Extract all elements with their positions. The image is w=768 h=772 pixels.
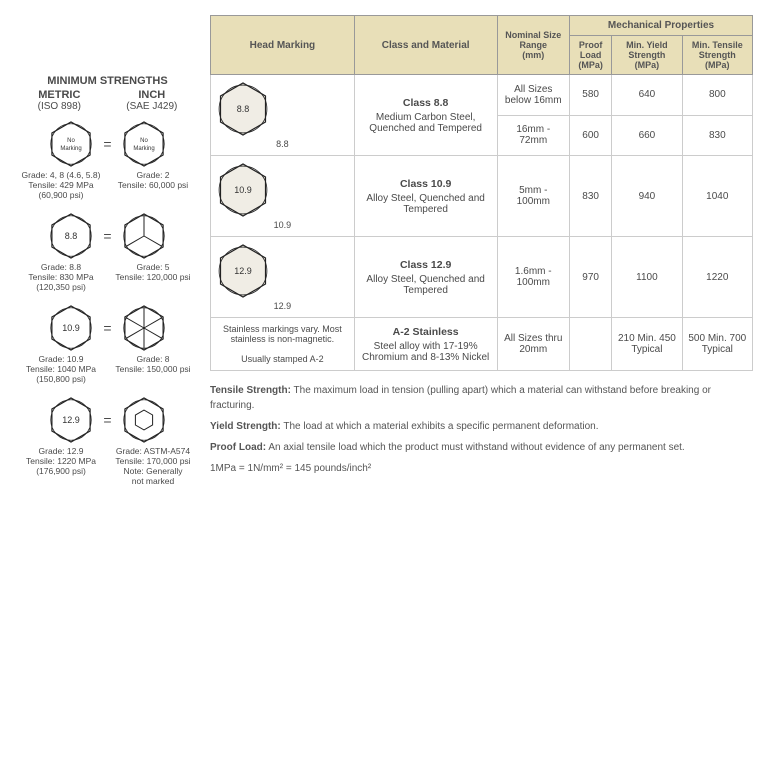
definitions: Tensile Strength: The maximum load in te… [210, 383, 753, 476]
proof-cell: 580 [570, 75, 612, 116]
material-cell: Class 10.9Alloy Steel, Quenched and Temp… [354, 156, 497, 237]
hex-icon [120, 304, 168, 352]
left-comparison-panel: MINIMUM STRENGTHS METRIC(ISO 898) INCH(S… [15, 15, 200, 498]
inch-label: Grade: 5Tensile: 120,000 psi [107, 262, 199, 292]
tensile-cell: 1040 [682, 156, 752, 237]
comparison-row: 12.9 = [15, 396, 200, 444]
svg-text:No: No [68, 138, 76, 144]
def-conversion: 1MPa = 1N/mm² = 145 pounds/inch² [210, 461, 753, 476]
comparison-row: 10.9 = [15, 304, 200, 352]
left-title: MINIMUM STRENGTHS [15, 75, 200, 87]
inch-label: Grade: ASTM-A574Tensile: 170,000 psiNote… [107, 446, 199, 486]
def-proof-label: Proof Load: [210, 442, 266, 453]
th-yield: Min. Yield Strength(MPa) [612, 36, 682, 75]
mark-cell: 8.88.8 [211, 75, 355, 156]
yield-cell: 640 [612, 75, 682, 116]
svg-text:8.8: 8.8 [237, 104, 250, 114]
def-tensile-label: Tensile Strength: [210, 385, 291, 396]
yield-cell: 1100 [612, 237, 682, 318]
strength-table: Head Marking Class and Material Nominal … [210, 15, 753, 371]
left-header: METRIC(ISO 898) INCH(SAE J429) [15, 89, 200, 112]
table-row: 8.88.8Class 8.8Medium Carbon Steel, Quen… [211, 75, 753, 116]
svg-text:No: No [140, 138, 148, 144]
size-cell: 5mm - 100mm [497, 156, 570, 237]
material-cell: A-2 StainlessSteel alloy with 17-19% Chr… [354, 318, 497, 371]
yield-cell: 210 Min. 450 Typical [612, 318, 682, 371]
svg-text:Marking: Marking [61, 146, 82, 152]
tensile-cell: 500 Min. 700 Typical [682, 318, 752, 371]
mark-cell: Stainless markings vary. Most stainless … [211, 318, 355, 371]
size-cell: All Sizes thru 20mm [497, 318, 570, 371]
right-panel: Head Marking Class and Material Nominal … [210, 15, 753, 498]
svg-text:10.9: 10.9 [234, 185, 252, 195]
metric-header: METRIC [38, 89, 80, 101]
tensile-cell: 1220 [682, 237, 752, 318]
def-yield-label: Yield Strength: [210, 421, 281, 432]
table-row: Stainless markings vary. Most stainless … [211, 318, 753, 371]
material-cell: Class 8.8Medium Carbon Steel, Quenched a… [354, 75, 497, 156]
equals-icon: = [103, 228, 111, 244]
size-cell: All Sizes below 16mm [497, 75, 570, 116]
svg-text:12.9: 12.9 [63, 415, 81, 425]
equals-icon: = [103, 412, 111, 428]
size-cell: 16mm - 72mm [497, 115, 570, 156]
metric-label: Grade: 4, 8 (4.6, 5.8)Tensile: 429 MPa(6… [15, 170, 107, 200]
th-mech: Mechanical Properties [570, 16, 753, 36]
metric-label: Grade: 10.9Tensile: 1040 MPa(150,800 psi… [15, 354, 107, 384]
th-head-marking: Head Marking [211, 16, 355, 75]
proof-cell: 970 [570, 237, 612, 318]
mark-cell: 12.912.9 [211, 237, 355, 318]
tensile-cell: 800 [682, 75, 752, 116]
hex-icon: 10.9 [47, 304, 95, 352]
table-row: 10.910.9Class 10.9Alloy Steel, Quenched … [211, 156, 753, 237]
svg-text:10.9: 10.9 [63, 323, 81, 333]
table-row: 12.912.9Class 12.9Alloy Steel, Quenched … [211, 237, 753, 318]
equals-icon: = [103, 320, 111, 336]
th-tensile: Min. Tensile Strength(MPa) [682, 36, 752, 75]
tensile-cell: 830 [682, 115, 752, 156]
hex-icon [120, 212, 168, 260]
proof-cell: 830 [570, 156, 612, 237]
material-cell: Class 12.9Alloy Steel, Quenched and Temp… [354, 237, 497, 318]
mark-cell: 10.910.9 [211, 156, 355, 237]
yield-cell: 660 [612, 115, 682, 156]
th-class-mat: Class and Material [354, 16, 497, 75]
metric-label: Grade: 8.8Tensile: 830 MPa(120,350 psi) [15, 262, 107, 292]
hex-icon: No Marking [120, 120, 168, 168]
yield-cell: 940 [612, 156, 682, 237]
hex-icon [120, 396, 168, 444]
svg-text:12.9: 12.9 [234, 266, 252, 276]
inch-header: INCH [138, 89, 165, 101]
svg-text:8.8: 8.8 [65, 231, 78, 241]
comparison-row: No Marking = No Marking [15, 120, 200, 168]
hex-icon: 8.8 [47, 212, 95, 260]
size-cell: 1.6mm - 100mm [497, 237, 570, 318]
th-proof: Proof Load(MPa) [570, 36, 612, 75]
comparison-row: 8.8 = [15, 212, 200, 260]
inch-label: Grade: 8Tensile: 150,000 psi [107, 354, 199, 384]
hex-icon: No Marking [47, 120, 95, 168]
inch-label: Grade: 2Tensile: 60,000 psi [107, 170, 199, 200]
svg-text:Marking: Marking [133, 146, 154, 152]
hex-icon: 12.9 [47, 396, 95, 444]
metric-label: Grade: 12.9Tensile: 1220 MPa(176,900 psi… [15, 446, 107, 486]
equals-icon: = [103, 136, 111, 152]
proof-cell: 600 [570, 115, 612, 156]
proof-cell [570, 318, 612, 371]
th-nom-size: Nominal Size Range(mm) [497, 16, 570, 75]
